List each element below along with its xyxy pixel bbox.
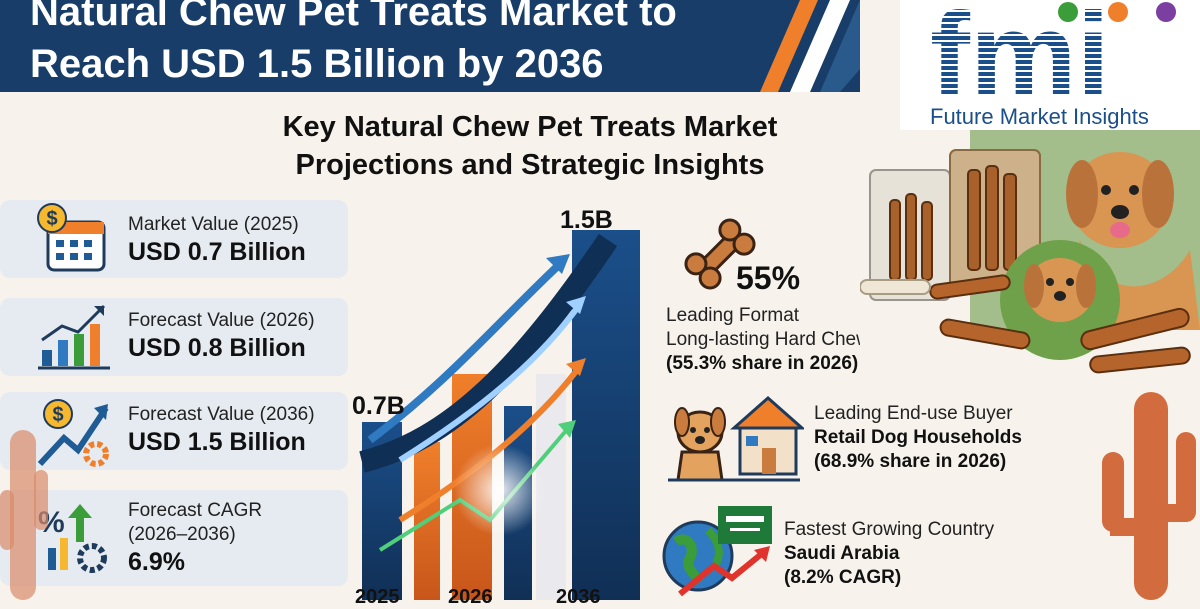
year-tick: 2036 — [556, 586, 601, 608]
section-title-line-1: Key Natural Chew Pet Treats Market — [282, 111, 778, 143]
svg-text:$: $ — [46, 208, 57, 230]
header-banner: Natural Chew Pet Treats Market to Reach … — [0, 0, 860, 92]
chart-end-label: 1.5B — [560, 206, 613, 234]
fmi-logo: fmi Future Market Insights — [900, 0, 1200, 140]
dog-house-icon — [668, 395, 804, 482]
logo-mark: fmi — [930, 0, 1176, 100]
year-tick: 2026 — [448, 586, 493, 608]
growth-chart-icon — [38, 304, 110, 370]
page-title: Natural Chew Pet Treats Market to Reach … — [30, 0, 790, 90]
dog-treats-photo — [860, 130, 1200, 390]
stat-value: USD 0.7 Billion — [128, 238, 306, 266]
year-tick: 2025 — [355, 586, 400, 608]
logo-letters: fmi — [930, 0, 1110, 100]
country-name: Saudi Arabia — [784, 543, 900, 564]
buyer-name: Retail Dog Households — [814, 427, 1022, 448]
format-share-percent: 55% — [736, 260, 801, 296]
section-title: Key Natural Chew Pet Treats Market Proje… — [210, 108, 850, 184]
cactus-right-decoration — [1102, 392, 1196, 600]
globe-arrow-icon — [662, 506, 772, 597]
stat-card-market-value-2025: $ Market Value (2025) USD 0.7 Billion — [0, 200, 348, 278]
cactus-left-decoration — [0, 430, 48, 600]
format-heading: Leading Format — [666, 305, 800, 326]
svg-text:$: $ — [52, 404, 63, 426]
buyer-heading: Leading End-use Buyer — [814, 403, 1013, 424]
growth-arrow-blue — [367, 259, 565, 444]
chart-start-label: 0.7B — [352, 392, 405, 420]
stat-value: USD 0.8 Billion — [128, 334, 306, 362]
stat-card-forecast-value-2026: Forecast Value (2026) USD 0.8 Billion — [0, 298, 348, 376]
stat-value: USD 1.5 Billion — [128, 428, 306, 456]
stat-label: Market Value (2025) — [128, 214, 299, 235]
stat-label-line-2: (2026–2036) — [128, 524, 236, 545]
dollar-gear-arrow-icon: $ — [37, 399, 109, 467]
section-title-line-2: Projections and Strategic Insights — [295, 149, 765, 181]
format-name: Long-lasting Hard Chews — [666, 329, 880, 350]
growth-bar-graphic — [359, 230, 640, 600]
format-share: (55.3% share in 2026) — [666, 353, 859, 374]
stat-card-forecast-cagr: % Forecast CAGR (2026–2036) 6.9% — [0, 490, 348, 586]
growth-arrow-light — [398, 302, 583, 463]
map-pin-green-icon — [1058, 2, 1078, 22]
logo-tagline: Future Market Insights — [930, 104, 1149, 129]
page-title-line-2: Reach USD 1.5 Billion by 2036 — [30, 42, 604, 86]
stat-label-line-1: Forecast CAGR — [128, 500, 263, 521]
buyer-share: (68.9% share in 2026) — [814, 451, 1007, 472]
dollar-calendar-icon: $ — [37, 203, 106, 272]
banner-stripes-decoration — [760, 0, 860, 92]
growth-curve-blue — [359, 233, 618, 473]
bone-icon — [684, 218, 756, 290]
page-title-line-1: Natural Chew Pet Treats Market to — [30, 0, 677, 34]
map-pin-orange-icon — [1108, 2, 1128, 22]
stat-card-forecast-value-2036: $ Forecast Value (2036) USD 1.5 Billion — [0, 392, 348, 470]
stat-value: 6.9% — [128, 548, 185, 576]
map-pin-purple-icon — [1156, 2, 1176, 22]
country-cagr: (8.2% CAGR) — [784, 567, 902, 588]
stat-label: Forecast Value (2026) — [128, 310, 315, 331]
stat-label: Forecast Value (2036) — [128, 404, 315, 425]
country-heading: Fastest Growing Country — [784, 519, 995, 540]
bar-2036-main — [572, 230, 640, 600]
